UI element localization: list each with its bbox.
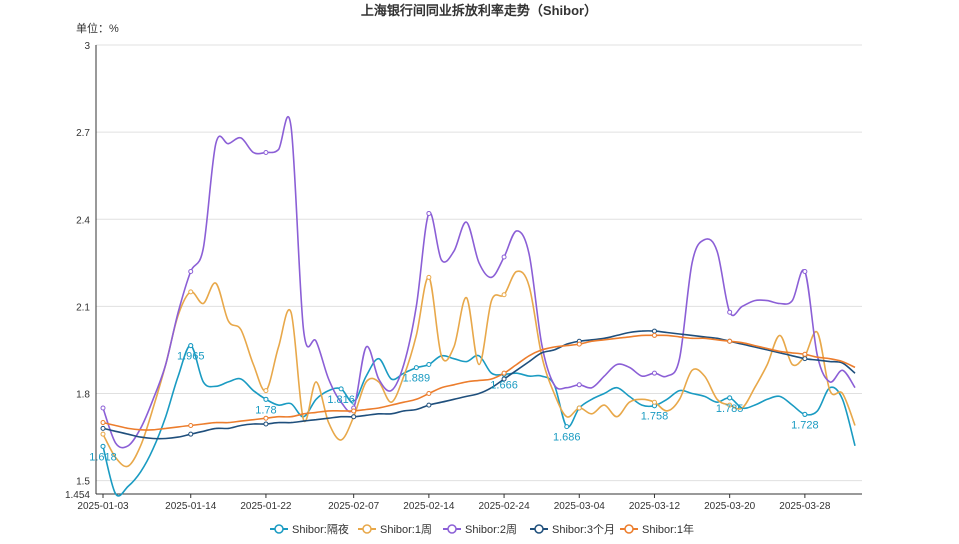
data-label: 1.889 <box>403 373 431 385</box>
data-point[interactable] <box>727 338 733 344</box>
legend-swatch-marker <box>362 524 372 534</box>
series-line-0[interactable] <box>102 344 856 497</box>
series-line-2[interactable] <box>102 115 856 449</box>
legend-swatch-marker <box>624 524 634 534</box>
data-point[interactable] <box>501 254 507 260</box>
x-tick-label: 2025-01-14 <box>165 501 217 512</box>
legend-label: Shibor:1年 <box>642 522 694 536</box>
legend[interactable]: Shibor:隔夜 Shibor:1周 Shibor:2周 Shibor:3个月 Shi… <box>270 522 694 536</box>
data-label: 1.758 <box>641 411 669 423</box>
legend-label: Shibor:3个月 <box>552 523 615 536</box>
data-point[interactable] <box>263 149 269 155</box>
series-lines <box>100 115 856 497</box>
data-point[interactable] <box>100 431 106 437</box>
data-point[interactable] <box>802 356 808 362</box>
y-tick-label: 3 <box>84 41 90 52</box>
legend-label: Shibor:1周 <box>380 523 432 536</box>
data-point[interactable] <box>651 399 657 405</box>
data-point[interactable] <box>501 370 507 376</box>
legend-item[interactable]: Shibor:2周 <box>443 523 517 536</box>
data-point[interactable] <box>263 421 269 427</box>
data-point[interactable] <box>727 309 733 315</box>
x-tick-label: 2025-03-20 <box>704 501 756 512</box>
data-point[interactable] <box>413 365 419 371</box>
data-point[interactable] <box>727 402 733 408</box>
data-point[interactable] <box>651 328 657 334</box>
x-tick-label: 2025-01-22 <box>240 501 292 512</box>
data-point[interactable] <box>188 269 194 275</box>
data-point[interactable] <box>351 408 357 414</box>
data-point[interactable] <box>651 370 657 376</box>
data-point[interactable] <box>802 269 808 275</box>
x-tick-label: 2025-03-12 <box>629 501 681 512</box>
data-point[interactable] <box>426 361 432 367</box>
data-point[interactable] <box>426 274 432 280</box>
series-line-4[interactable] <box>102 334 856 431</box>
data-point[interactable] <box>576 341 582 347</box>
x-tick-label: 2025-03-28 <box>779 501 831 512</box>
data-point[interactable] <box>338 386 344 392</box>
series-line-1[interactable] <box>102 270 856 468</box>
data-labels: 1.618 1.965 1.78 1.816 1.889 1.666 1.686 1.758 1… <box>89 351 818 464</box>
data-point[interactable] <box>100 443 106 449</box>
y-tick-label: 2.7 <box>76 128 90 139</box>
chart-title: 上海银行间同业拆放利率走势（Shibor） <box>361 3 597 18</box>
data-label: 1.728 <box>791 419 819 431</box>
data-point[interactable] <box>263 415 269 421</box>
legend-swatch-marker <box>447 524 457 534</box>
data-point[interactable] <box>564 424 570 430</box>
grid <box>96 44 862 495</box>
data-label: 1.666 <box>490 379 518 391</box>
y-tick-label: 1.454 <box>65 490 90 501</box>
data-point[interactable] <box>802 411 808 417</box>
data-point[interactable] <box>263 388 269 394</box>
data-point[interactable] <box>501 376 507 382</box>
legend-label: Shibor:2周 <box>465 523 517 536</box>
x-tick-label: 2025-02-24 <box>478 501 530 512</box>
legend-swatch-marker <box>274 524 284 534</box>
y-tick-label: 1.5 <box>76 477 90 488</box>
data-point[interactable] <box>188 289 194 295</box>
y-tick-label: 2.1 <box>76 302 90 313</box>
legend-item[interactable]: Shibor:隔夜 <box>270 522 349 536</box>
data-point[interactable] <box>188 431 194 437</box>
x-tick-label: 2025-01-03 <box>77 501 129 512</box>
y-tick-label: 2.4 <box>76 215 90 226</box>
data-point[interactable] <box>100 405 106 411</box>
data-point[interactable] <box>351 414 357 420</box>
x-tick-label: 2025-03-04 <box>554 501 606 512</box>
data-point[interactable] <box>426 402 432 408</box>
data-point[interactable] <box>188 422 194 428</box>
data-point[interactable] <box>100 420 106 426</box>
data-label: 1.618 <box>89 451 117 463</box>
data-label: 1.965 <box>177 351 205 363</box>
data-point[interactable] <box>426 391 432 397</box>
data-label: 1.785 <box>716 403 744 415</box>
data-point[interactable] <box>576 382 582 388</box>
axes: 1.454 1.5 1.8 2.1 2.4 2.7 3 2025-01-03 2025-01-1… <box>65 41 862 512</box>
legend-swatch-marker <box>534 524 544 534</box>
data-label: 1.816 <box>327 394 355 406</box>
unit-label: 单位：% <box>76 21 119 35</box>
y-tick-label: 1.8 <box>76 390 90 401</box>
data-point[interactable] <box>188 343 194 349</box>
data-point[interactable] <box>501 292 507 298</box>
legend-label: Shibor:隔夜 <box>292 522 349 536</box>
x-tick-label: 2025-02-07 <box>328 501 380 512</box>
data-point[interactable] <box>802 351 808 357</box>
legend-item[interactable]: Shibor:1年 <box>620 522 694 536</box>
data-point[interactable] <box>576 405 582 411</box>
data-point[interactable] <box>263 396 269 402</box>
data-point[interactable] <box>727 395 733 401</box>
data-point[interactable] <box>426 210 432 216</box>
data-label: 1.686 <box>553 432 581 444</box>
x-tick-label: 2025-02-14 <box>403 501 455 512</box>
legend-item[interactable]: Shibor:3个月 <box>530 523 615 536</box>
data-point[interactable] <box>100 425 106 431</box>
data-point[interactable] <box>651 332 657 338</box>
data-label: 1.78 <box>255 404 276 416</box>
legend-item[interactable]: Shibor:1周 <box>358 523 432 536</box>
